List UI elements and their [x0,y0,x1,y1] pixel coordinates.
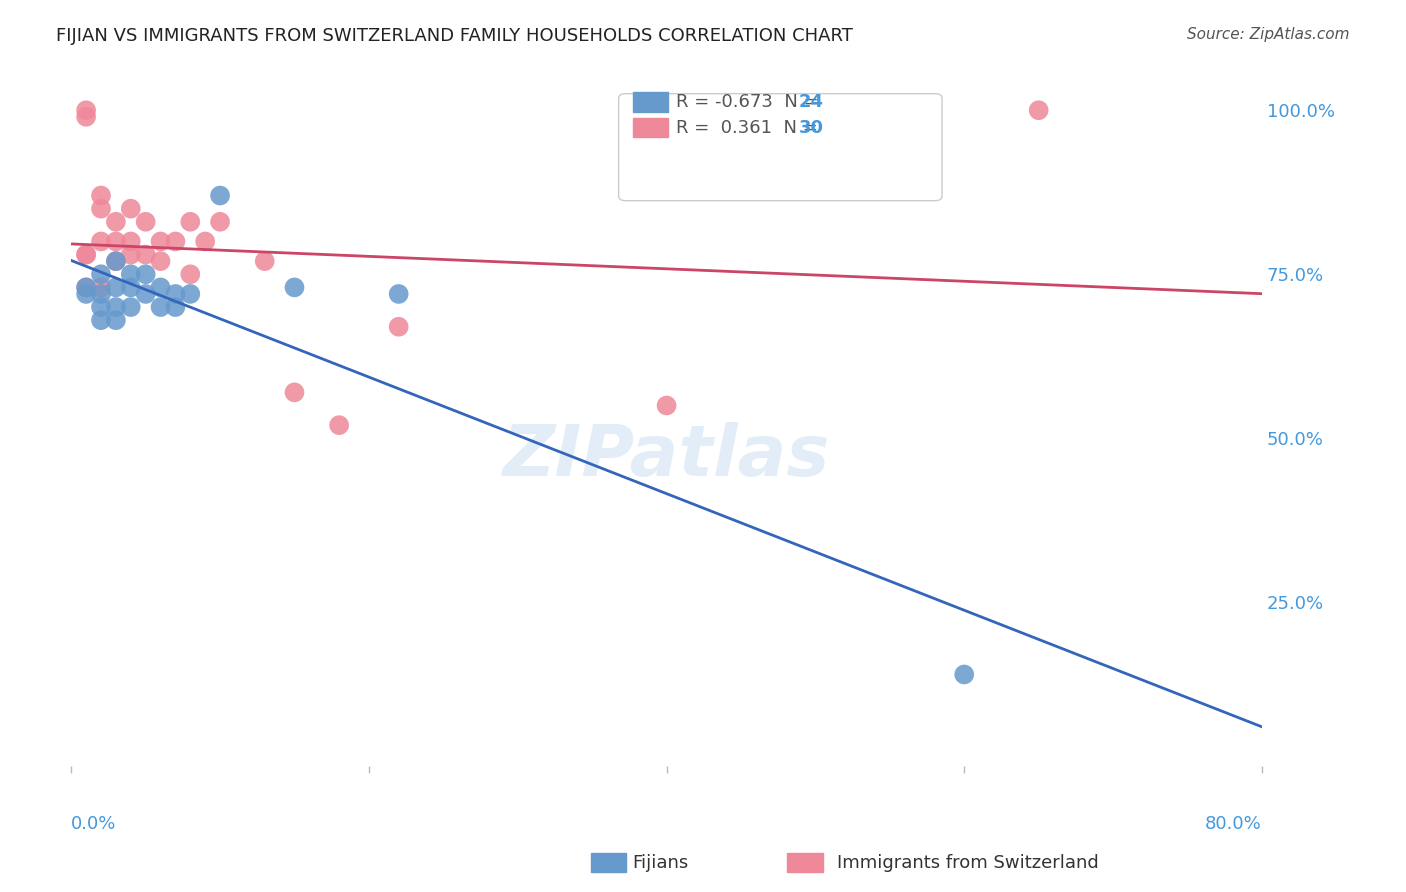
Point [90,313,112,327]
Point [283,385,305,400]
Point [149,254,172,268]
Point [104,313,127,327]
Point [90,202,112,216]
Point [135,215,157,229]
Point [104,280,127,294]
Point [75,280,97,294]
Point [75,103,97,118]
Point [75,280,97,294]
Point [1028,103,1050,118]
Text: 80.0%: 80.0% [1205,814,1263,832]
Point [149,235,172,249]
Point [90,287,112,301]
Point [179,267,201,281]
Point [90,280,112,294]
Point [75,110,97,124]
Point [104,235,127,249]
Point [90,188,112,202]
Text: Immigrants from Switzerland: Immigrants from Switzerland [837,854,1098,871]
Point [120,267,142,281]
Text: R =  0.361  N =: R = 0.361 N = [676,119,824,136]
Point [135,267,157,281]
Point [165,235,187,249]
Text: R = -0.673  N =: R = -0.673 N = [676,93,825,111]
Point [209,188,232,202]
Point [388,319,411,334]
Point [165,300,187,314]
Point [179,215,201,229]
Point [388,287,411,301]
Point [283,280,305,294]
Point [75,247,97,261]
Point [655,399,678,413]
Point [149,280,172,294]
Text: 30: 30 [799,119,824,136]
Point [90,267,112,281]
Point [179,287,201,301]
Point [120,280,142,294]
Point [75,287,97,301]
Point [120,300,142,314]
Point [209,215,232,229]
Point [149,300,172,314]
Text: 24: 24 [799,93,824,111]
Point [253,254,276,268]
Point [953,667,976,681]
Point [104,215,127,229]
Point [104,300,127,314]
Point [135,287,157,301]
Point [104,254,127,268]
Point [120,247,142,261]
Text: 0.0%: 0.0% [72,814,117,832]
Point [75,247,97,261]
Point [120,235,142,249]
Point [120,202,142,216]
Point [90,300,112,314]
Point [328,418,350,433]
Point [135,247,157,261]
Point [90,235,112,249]
Text: Fijians: Fijians [633,854,689,871]
Point [104,254,127,268]
Text: ZIPatlas: ZIPatlas [503,422,831,491]
Text: FIJIAN VS IMMIGRANTS FROM SWITZERLAND FAMILY HOUSEHOLDS CORRELATION CHART: FIJIAN VS IMMIGRANTS FROM SWITZERLAND FA… [56,27,853,45]
Point [194,235,217,249]
Text: Source: ZipAtlas.com: Source: ZipAtlas.com [1187,27,1350,42]
Point [165,287,187,301]
